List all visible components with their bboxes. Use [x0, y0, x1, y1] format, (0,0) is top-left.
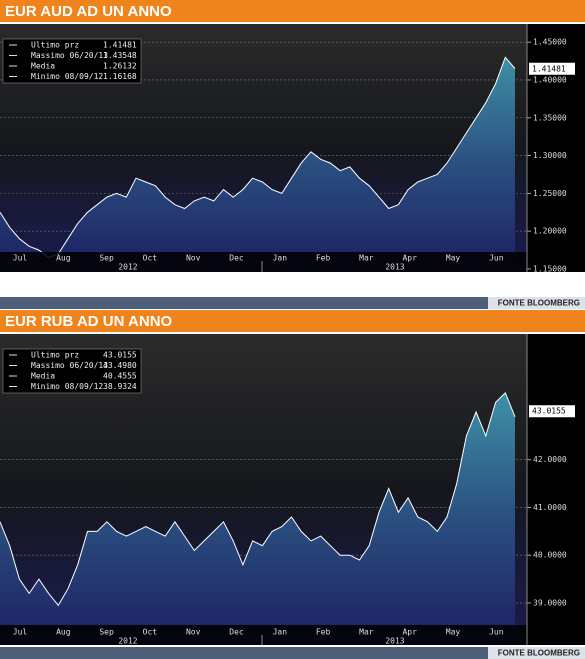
y-tick-label: 1.25000: [533, 189, 567, 198]
header-bar: [0, 0, 585, 22]
x-tick-label: Dec: [229, 628, 244, 637]
source-bar: [0, 297, 488, 309]
legend-box: [2, 348, 142, 394]
year-label: 2012: [118, 637, 137, 646]
y-tick-label: 1.35000: [533, 113, 567, 122]
legend-label: Ultimo prz: [31, 351, 79, 360]
chart-title: EUR RUB AD UN ANNO: [5, 313, 173, 330]
x-tick-label: Sep: [99, 254, 114, 263]
legend-value: 1.41481: [103, 41, 137, 50]
x-tick-label: Aug: [56, 628, 71, 637]
chart-title: EUR AUD AD UN ANNO: [5, 3, 172, 20]
x-tick-label: Jan: [273, 628, 288, 637]
y-tick-label: 39.0000: [533, 598, 567, 607]
x-tick-label: Nov: [186, 254, 201, 263]
y-tick-label: 41.0000: [533, 503, 567, 512]
y-tick-label: 1.15000: [533, 264, 567, 273]
legend-label: Media: [31, 372, 55, 381]
y-tick-label: 1.20000: [533, 227, 567, 236]
legend-value: 1.43548: [103, 51, 137, 60]
legend-label: Massimo 06/20/13: [31, 361, 108, 370]
legend-value: 1.16168: [103, 72, 137, 81]
x-tick-label: May: [446, 628, 461, 637]
source-label: FONTE BLOOMBERG: [498, 299, 580, 308]
x-axis-strip: [0, 625, 527, 645]
legend-label: Minimo 08/09/12: [31, 72, 103, 81]
x-tick-label: Oct: [143, 254, 158, 263]
x-tick-label: Aug: [56, 254, 71, 263]
y-tick-label: 1.30000: [533, 151, 567, 160]
legend-label: Media: [31, 62, 55, 71]
y-tick-label: 1.45000: [533, 38, 567, 47]
source-label: FONTE BLOOMBERG: [498, 649, 580, 658]
legend-value: 43.0155: [103, 351, 137, 360]
header-bar: [0, 310, 585, 332]
legend-value: 38.9324: [103, 382, 137, 391]
legend-value: 1.26132: [103, 62, 137, 71]
x-tick-label: Feb: [316, 254, 331, 263]
x-tick-label: Jun: [489, 628, 504, 637]
x-tick-label: Jul: [13, 628, 28, 637]
x-tick-label: Jan: [273, 254, 288, 263]
source-bar: [0, 647, 488, 659]
x-tick-label: May: [446, 254, 461, 263]
x-tick-label: Apr: [402, 254, 417, 263]
legend-label: Massimo 06/20/13: [31, 51, 108, 60]
y-tick-label: 42.0000: [533, 455, 567, 464]
x-tick-label: Jul: [13, 254, 28, 263]
x-tick-label: Mar: [359, 254, 374, 263]
legend-value: 43.4980: [103, 361, 137, 370]
x-tick-label: Nov: [186, 628, 201, 637]
y-tick-label: 1.40000: [533, 75, 567, 84]
legend-label: Minimo 08/09/12: [31, 382, 103, 391]
source-bg: [488, 647, 585, 659]
year-label: 2012: [118, 263, 137, 272]
last-price-tag: [529, 405, 575, 418]
year-label: 2013: [385, 263, 404, 272]
area-fill: [0, 57, 515, 272]
x-tick-label: Sep: [99, 628, 114, 637]
area-fill: [0, 392, 515, 645]
price-line: [0, 56, 516, 259]
x-tick-label: Mar: [359, 628, 374, 637]
price-line: [0, 392, 516, 607]
source-bg: [488, 297, 585, 309]
x-tick-label: Jun: [489, 254, 504, 263]
x-tick-label: Dec: [229, 254, 244, 263]
axis-background: [527, 334, 585, 645]
legend-value: 40.4555: [103, 372, 137, 381]
legend-box: [2, 38, 142, 84]
year-label: 2013: [385, 637, 404, 646]
y-tick-label: 40.0000: [533, 551, 567, 560]
last-price-tag: [529, 62, 575, 75]
x-tick-label: Feb: [316, 628, 331, 637]
x-tick-label: Oct: [143, 628, 158, 637]
x-axis-strip: [0, 252, 527, 272]
last-price-label: 1.41481: [532, 64, 566, 73]
legend-label: Ultimo prz: [31, 41, 79, 50]
last-price-label: 43.0155: [532, 407, 566, 416]
x-tick-label: Apr: [402, 628, 417, 637]
